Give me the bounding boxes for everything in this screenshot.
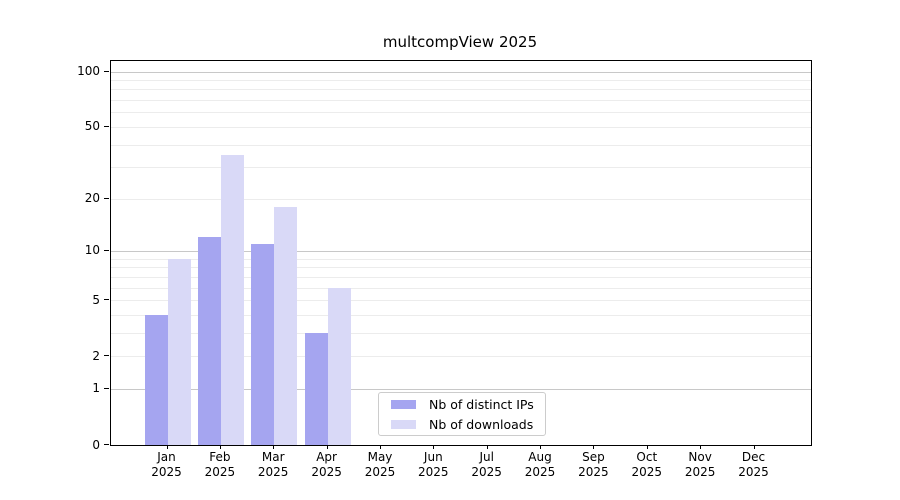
y-tick-mark <box>104 355 109 357</box>
bar-distinct-ips <box>144 314 168 445</box>
gridline-minor <box>111 79 811 81</box>
gridline-minor <box>111 300 811 301</box>
x-tick-label: Feb 2025 <box>204 450 236 479</box>
legend-label: Nb of downloads <box>429 416 534 432</box>
gridline-major <box>111 250 811 252</box>
x-tick-mark <box>219 445 221 449</box>
x-tick-label: Aug 2025 <box>524 450 556 479</box>
x-tick-mark <box>753 445 755 449</box>
x-tick-label: Jun 2025 <box>418 450 449 479</box>
y-tick-mark <box>104 197 109 199</box>
x-tick-label: Dec 2025 <box>738 450 769 479</box>
bar-downloads <box>167 258 191 445</box>
gridline-minor <box>111 100 811 101</box>
x-tick-mark <box>486 445 488 449</box>
downloads-swatch-icon <box>391 419 416 429</box>
gridline-minor <box>111 126 811 128</box>
gridline-major <box>111 388 811 390</box>
x-tick-label: Sep 2025 <box>578 450 609 479</box>
bar-distinct-ips <box>197 237 221 445</box>
bar-downloads <box>220 155 244 445</box>
x-tick-label: Jul 2025 <box>471 450 502 479</box>
bar-distinct-ips <box>251 243 275 445</box>
bar-downloads <box>327 287 351 445</box>
legend-label: Nb of distinct IPs <box>429 396 534 412</box>
gridline-minor <box>111 144 811 146</box>
y-tick-mark <box>104 444 109 445</box>
y-tick-mark <box>104 387 109 389</box>
x-tick-label: Mar 2025 <box>257 450 289 479</box>
x-tick-label: Oct 2025 <box>631 450 663 479</box>
gridline-minor <box>111 287 811 289</box>
x-tick-mark <box>593 445 595 449</box>
gridline-major <box>111 71 811 73</box>
gridline-minor <box>111 258 811 260</box>
y-tick-mark <box>104 249 109 251</box>
legend: Nb of distinct IPs Nb of downloads <box>378 392 546 436</box>
y-tick-label: 50 <box>84 119 100 134</box>
legend-item-distinct-ips: Nb of distinct IPs <box>387 396 537 413</box>
y-tick-label: 5 <box>92 292 100 307</box>
x-tick-mark <box>700 445 702 449</box>
x-tick-mark <box>540 445 541 449</box>
gridline-minor <box>111 267 811 269</box>
x-tick-mark <box>273 445 275 449</box>
gridline-minor <box>111 112 811 114</box>
gridline-minor <box>111 356 811 358</box>
bar-downloads <box>274 206 298 445</box>
legend-item-downloads: Nb of downloads <box>387 416 537 433</box>
y-tick-label: 20 <box>84 191 100 206</box>
bar-distinct-ips <box>304 332 328 445</box>
x-tick-label: Nov 2025 <box>684 450 716 479</box>
x-tick-mark <box>646 445 648 449</box>
x-tick-mark <box>380 445 381 449</box>
x-tick-mark <box>433 445 435 449</box>
y-tick-label: 2 <box>92 348 100 363</box>
distinct-ips-swatch-icon <box>391 399 416 409</box>
chart-title: multcompView 2025 <box>382 33 538 51</box>
y-tick-label: 1 <box>92 381 100 396</box>
y-tick-label: 0 <box>92 437 100 452</box>
x-tick-mark <box>326 445 328 449</box>
gridline-minor <box>111 89 811 91</box>
y-tick-mark <box>104 299 109 300</box>
plot-area: Nb of distinct IPs Nb of downloads <box>110 60 812 446</box>
gridline-minor <box>111 198 811 200</box>
y-tick-label: 100 <box>77 64 100 78</box>
y-tick-label: 10 <box>84 243 100 258</box>
x-tick-label: Apr 2025 <box>311 450 342 479</box>
gridline-minor <box>111 276 811 278</box>
gridline-minor <box>111 314 811 316</box>
gridline-minor <box>111 167 811 169</box>
gridline-minor <box>111 332 811 334</box>
x-tick-label: Jan 2025 <box>151 450 182 479</box>
x-tick-mark <box>166 445 168 449</box>
y-tick-mark <box>104 125 109 127</box>
y-tick-mark <box>104 70 109 72</box>
x-tick-label: May 2025 <box>364 450 396 479</box>
